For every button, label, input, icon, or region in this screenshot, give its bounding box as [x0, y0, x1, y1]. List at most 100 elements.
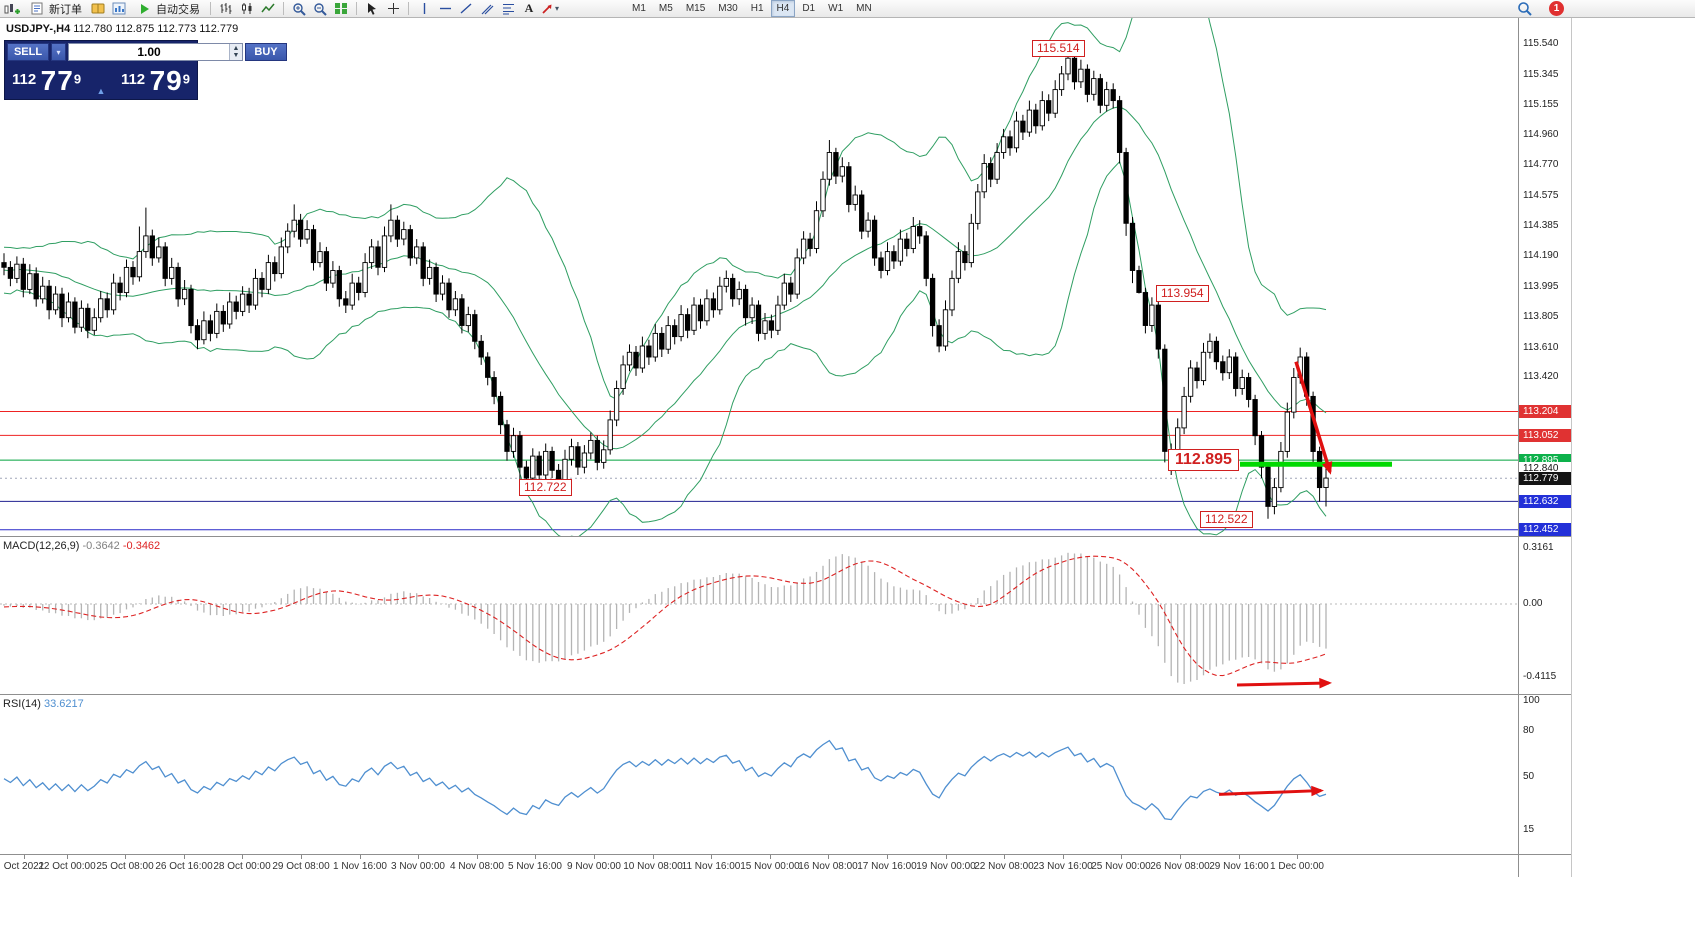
time-axis-label: 17 Nov 16:00 [857, 861, 917, 872]
timeframe-M15[interactable]: M15 [685, 3, 706, 14]
price-axis-tag: 112.779 [1519, 472, 1571, 485]
toolbar: 新订单 自动交易 [0, 0, 1695, 18]
crosshair-icon[interactable] [384, 1, 402, 17]
rsi-axis-tick: 50 [1523, 771, 1535, 782]
trendline-icon[interactable] [457, 1, 475, 17]
time-axis-tick [184, 855, 185, 859]
chart-ohlc-header: USDJPY-,H4 112.780 112.875 112.773 112.7… [6, 23, 238, 35]
notification-badge[interactable]: 1 [1549, 1, 1564, 16]
text-tool-icon[interactable]: A [524, 1, 534, 15]
buy-button[interactable]: BUY [245, 43, 287, 61]
time-axis-tick [887, 855, 888, 859]
time-axis-label: 22 Nov 08:00 [974, 861, 1034, 872]
volume-input[interactable] [69, 44, 229, 60]
time-axis-label: 26 Nov 08:00 [1150, 861, 1210, 872]
price-label-flag[interactable]: 112.895 [1168, 449, 1239, 471]
time-axis-label: 15 Nov 00:00 [740, 861, 800, 872]
toolbar-right-group: 1 [1515, 1, 1564, 17]
timeframe-M1[interactable]: M1 [632, 3, 646, 14]
sell-price[interactable]: 112 779 [12, 64, 82, 96]
stepper-up-icon: ▲ [232, 45, 240, 52]
horizontal-line-icon[interactable] [436, 1, 454, 17]
time-axis-tick [828, 855, 829, 859]
timeframe-MN[interactable]: MN [856, 3, 872, 14]
price-axis-tick: 114.190 [1523, 250, 1559, 261]
timeframe-H1[interactable]: H1 [750, 3, 764, 14]
one-click-prices-row: 112 779 ▲ 112 799 [5, 62, 197, 99]
new-order-button[interactable]: 新订单 [24, 1, 86, 17]
volume-stepper[interactable]: ▲ ▼ [229, 44, 242, 60]
market-watch-icon[interactable] [110, 1, 128, 17]
price-axis-tick: 115.540 [1523, 38, 1559, 49]
main-price-chart[interactable] [0, 18, 1518, 537]
price-axis-tick: 115.345 [1523, 69, 1559, 80]
time-axis-label: Oct 2021 [3, 861, 45, 872]
one-click-trading-panel: SELL ▾ ▲▼ BUY 112 779 ▲ 112 799 [4, 40, 287, 100]
arrows-tool-icon[interactable]: ▾ [541, 1, 559, 17]
price-axis-tick: 114.385 [1523, 220, 1559, 231]
time-axis-tick [360, 855, 361, 859]
order-options-dropdown[interactable]: ▾ [51, 43, 66, 61]
price-axis-tick: 114.960 [1523, 129, 1559, 140]
panel-separator[interactable] [0, 694, 1572, 695]
time-axis-label: 5 Nov 16:00 [508, 861, 562, 872]
time-axis-label: 23 Nov 16:00 [1033, 861, 1093, 872]
line-chart-icon[interactable] [259, 1, 277, 17]
new-chart-icon[interactable] [3, 1, 21, 17]
toolbar-separator [283, 2, 284, 15]
timeframe-W1[interactable]: W1 [828, 3, 844, 14]
time-axis-label: 22 Oct 00:00 [38, 861, 96, 872]
price-axis-tag: 113.204 [1519, 405, 1571, 418]
tile-windows-icon[interactable] [332, 1, 350, 17]
timeframe-M30[interactable]: M30 [718, 3, 738, 14]
zoom-in-icon[interactable] [290, 1, 308, 17]
time-axis-tick [24, 855, 25, 859]
time-axis-label: 9 Nov 00:00 [567, 861, 621, 872]
timeframe-D1[interactable]: D1 [802, 3, 816, 14]
time-axis-label: 10 Nov 08:00 [623, 861, 683, 872]
zoom-out-icon[interactable] [311, 1, 329, 17]
channel-icon[interactable] [478, 1, 496, 17]
buy-price[interactable]: 112 799 [120, 64, 190, 96]
bar-chart-icon[interactable] [217, 1, 235, 17]
rsi-label: RSI(14) 33.6217 [3, 698, 84, 710]
time-axis-label: 25 Nov 00:00 [1091, 861, 1151, 872]
timeframe-H4[interactable]: H4 [770, 0, 796, 17]
panel-separator[interactable] [0, 536, 1572, 537]
time-axis-label: 26 Oct 16:00 [155, 861, 213, 872]
vertical-line-icon[interactable] [415, 1, 433, 17]
window-right-edge [1571, 18, 1572, 877]
autotrading-play-icon [135, 1, 153, 17]
autotrading-button[interactable]: 自动交易 [131, 1, 204, 17]
rsi-indicator-panel[interactable] [0, 695, 1518, 855]
cursor-icon[interactable] [363, 1, 381, 17]
time-axis-tick [770, 855, 771, 859]
toolbar-separator [408, 2, 409, 15]
candlestick-chart-icon[interactable] [238, 1, 256, 17]
macd-label: MACD(12,26,9) -0.3642 -0.3462 [3, 540, 161, 552]
time-axis-label: 25 Oct 08:00 [96, 861, 154, 872]
macd-axis-tick: -0.4115 [1523, 671, 1557, 682]
price-axis-tick: 113.995 [1523, 281, 1559, 292]
time-axis-tick [1239, 855, 1240, 859]
panel-separator [0, 854, 1572, 855]
time-axis-label: 28 Oct 00:00 [213, 861, 271, 872]
sell-button[interactable]: SELL [7, 43, 49, 61]
fibonacci-icon[interactable] [499, 1, 517, 17]
price-axis-tag: 112.840 [1519, 462, 1571, 475]
search-icon[interactable] [1515, 1, 1533, 17]
timeframe-M5[interactable]: M5 [658, 3, 673, 14]
macd-indicator-panel[interactable] [0, 537, 1518, 695]
price-label-flag[interactable]: 112.522 [1200, 511, 1253, 528]
chevron-down-icon: ▾ [555, 4, 560, 13]
stepper-down-icon: ▼ [232, 52, 240, 59]
price-label-flag[interactable]: 115.514 [1032, 40, 1085, 57]
symbol-period-label: USDJPY-,H4 [6, 23, 71, 35]
price-label-flag[interactable]: 112.722 [519, 479, 572, 496]
new-order-label: 新订单 [49, 3, 82, 16]
profiles-icon[interactable] [89, 1, 107, 17]
time-axis-label: 29 Nov 16:00 [1209, 861, 1269, 872]
price-label-flag[interactable]: 113.954 [1156, 285, 1209, 302]
